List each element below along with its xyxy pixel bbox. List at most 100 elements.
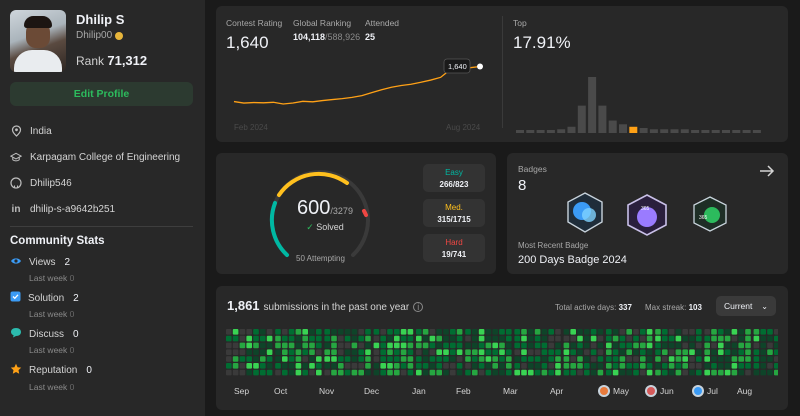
badge-100-days-icon[interactable]: 365 — [691, 195, 729, 233]
username: Dhilip00 — [76, 30, 147, 41]
heatmap-cell — [753, 342, 760, 349]
heatmap-cell — [745, 329, 751, 335]
badge-mini-icon-3[interactable] — [691, 384, 705, 398]
heatmap-cell — [373, 335, 380, 342]
heatmap-cell — [563, 363, 570, 369]
hard-box[interactable]: Hard 19/741 — [423, 234, 485, 262]
heatmap-cell — [331, 335, 337, 342]
heatmap-cell — [633, 363, 639, 369]
edit-profile-button[interactable]: Edit Profile — [10, 82, 193, 106]
submission-heatmap[interactable] — [226, 328, 778, 380]
heatmap-cell — [555, 363, 561, 369]
heatmap-cell — [485, 349, 492, 355]
heatmap-cell — [619, 342, 626, 349]
github-text[interactable]: Dhilip546 — [30, 177, 72, 189]
heatmap-cell — [416, 356, 422, 362]
avatar[interactable] — [10, 10, 66, 72]
rank-value: 71,312 — [107, 53, 148, 68]
linkedin-row[interactable]: in dhilip-s-a9642b251 — [10, 196, 195, 222]
heatmap-cell — [521, 356, 527, 362]
heatmap-cell — [668, 356, 675, 362]
heatmap-cell — [380, 329, 386, 335]
heatmap-cell — [704, 356, 710, 362]
heatmap-cell — [711, 369, 717, 376]
profile-sidebar: Dhilip S Dhilip00 Rank 71,312 Edit Profi… — [0, 0, 205, 416]
heatmap-cell — [528, 335, 534, 342]
recent-badge-label: Most Recent Badge — [518, 241, 589, 250]
heatmap-cell — [514, 356, 520, 362]
heatmap-cell — [316, 369, 322, 376]
heatmap-cell — [422, 342, 429, 349]
linkedin-text[interactable]: dhilip-s-a9642b251 — [30, 203, 116, 215]
rank: Rank 71,312 — [76, 53, 147, 68]
heatmap-cell — [597, 369, 604, 376]
heatmap-cell — [506, 335, 512, 342]
heatmap-cell — [275, 369, 281, 376]
heatmap-cell — [239, 363, 246, 369]
heatmap-cell — [309, 369, 315, 376]
easy-label: Easy — [445, 168, 463, 177]
heatmap-cell — [662, 363, 668, 369]
heatmap-cell — [696, 342, 702, 349]
top-histogram-bar — [711, 130, 720, 133]
heatmap-cell — [387, 335, 393, 342]
heatmap-cell — [416, 329, 422, 335]
medium-box[interactable]: Med. 315/1715 — [423, 199, 485, 227]
heatmap-cell — [689, 335, 695, 342]
heatmap-cell — [774, 335, 778, 342]
badge-icon[interactable] — [115, 31, 124, 40]
heatmap-cell — [394, 356, 400, 362]
heatmap-cell — [316, 335, 322, 342]
badge-200-days-icon[interactable]: 365 — [624, 193, 670, 237]
heatmap-cell — [288, 369, 295, 376]
heatmap-cell — [429, 329, 436, 335]
heatmap-cell — [745, 363, 751, 369]
heatmap-cell — [309, 342, 315, 349]
discuss-sub-value: 0 — [69, 345, 75, 355]
github-row[interactable]: Dhilip546 — [10, 170, 195, 196]
heatmap-cell — [626, 369, 632, 376]
active-days-value: 337 — [618, 303, 632, 312]
badge-mini-icon-1[interactable] — [597, 384, 611, 398]
heatmap-cell — [753, 349, 760, 355]
arrow-right-icon[interactable] — [759, 164, 775, 178]
heatmap-cell — [288, 342, 295, 349]
global-ranking-block: Global Ranking 104,118/588,926 — [293, 18, 360, 42]
heatmap-cell — [260, 356, 266, 362]
heatmap-cell — [260, 363, 266, 369]
heatmap-cell — [499, 335, 505, 342]
heatmap-cell — [534, 342, 541, 349]
heatmap-cell — [718, 369, 724, 376]
heatmap-cell — [590, 329, 597, 335]
views-sub-label: Last week — [29, 273, 68, 283]
heatmap-cell — [373, 342, 380, 349]
heatmap-cell — [344, 363, 351, 369]
heatmap-cell — [731, 349, 738, 355]
heatmap-cell — [570, 349, 576, 355]
contest-rating-chart[interactable]: Feb 2024 Aug 2024 1,640 — [216, 6, 502, 142]
heatmap-cell — [253, 349, 259, 355]
heatmap-cell — [662, 369, 668, 376]
heatmap-cell — [528, 342, 534, 349]
heatmap-cell — [548, 335, 554, 342]
year-dropdown[interactable]: Current ⌄ — [716, 296, 776, 316]
heatmap-cell — [774, 342, 778, 349]
heatmap-cell — [472, 349, 478, 355]
views-label: Views — [29, 257, 56, 268]
info-icon[interactable]: i — [413, 302, 424, 312]
heatmap-cell — [295, 369, 302, 376]
heatmap-cell — [380, 342, 386, 349]
heatmap-cell — [260, 329, 266, 335]
badge-annual-icon[interactable] — [565, 191, 605, 235]
heatmap-cell — [351, 329, 358, 335]
heatmap-cell — [331, 356, 337, 362]
heatmap-cell — [253, 369, 259, 376]
heatmap-cell — [351, 363, 358, 369]
top-histogram-bar — [629, 126, 638, 133]
top-percent-histogram[interactable] — [512, 66, 782, 136]
discuss-value: 0 — [73, 328, 79, 340]
badge-mini-icon-2[interactable] — [644, 384, 658, 398]
heatmap-cell — [282, 369, 288, 376]
solved-progress-ring[interactable] — [260, 167, 380, 267]
easy-box[interactable]: Easy 266/823 — [423, 164, 485, 192]
